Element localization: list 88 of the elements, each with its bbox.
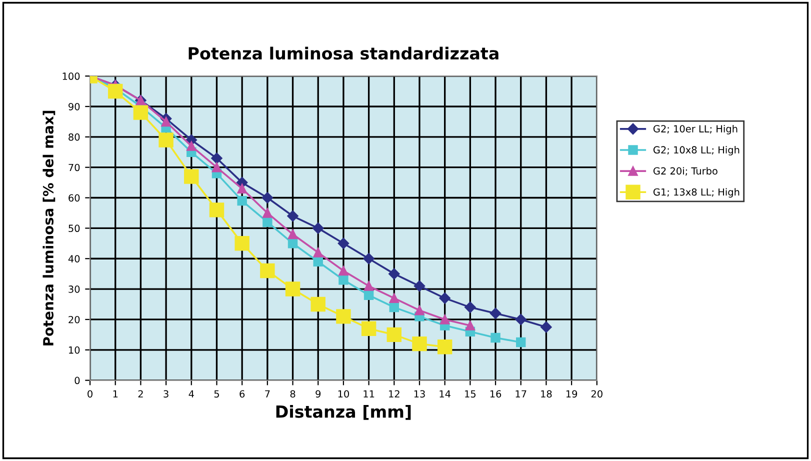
point [336,309,351,324]
x-tick-label: 9 [316,390,321,398]
point [437,339,452,354]
x-tick-label: 7 [265,390,270,398]
point [212,162,222,172]
legend-label: G1; 13x8 LL; High [653,188,740,198]
point [262,192,274,204]
x-tick-label: 6 [240,390,245,398]
point [338,275,348,285]
x-tick-label: 12 [389,390,400,398]
point [414,280,426,292]
x-tick-label: 11 [364,390,374,398]
x-tick-label: 5 [214,390,219,398]
x-tick-label: 14 [440,390,450,398]
x-tick-label: 13 [414,390,425,398]
point [237,196,247,206]
point [465,320,476,330]
point [490,308,502,319]
point [439,292,450,304]
x-tick-label: 17 [516,390,526,398]
point [515,314,526,326]
legend-label: G2; 10x8 LL; High [653,146,740,156]
point [338,266,348,276]
point [338,238,350,250]
point [287,210,298,222]
point [161,116,171,127]
point [288,238,298,248]
point [133,105,148,120]
point [260,263,275,278]
point [440,314,450,324]
y-tick-label: 10 [68,346,80,354]
point [234,236,250,251]
x-tick-label: 10 [338,390,349,398]
point [209,202,224,218]
point [237,184,247,194]
point [363,253,374,264]
point [108,84,123,99]
y-tick-label: 50 [68,224,80,232]
point [262,208,272,218]
x-tick-label: 19 [566,390,578,398]
point [312,222,324,234]
point [313,248,323,258]
point [364,290,374,300]
y-tick-label: 0 [74,376,80,384]
y-axis-title: Potenza luminosa [% del max] [42,110,56,346]
point [310,296,326,312]
point [490,332,500,343]
point [388,268,400,280]
legend-label: G2 20i; Turbo [653,167,718,176]
point [288,229,298,240]
point [389,302,400,312]
y-tick-label: 40 [68,255,80,262]
x-tick-label: 0 [88,390,92,398]
x-tick-label: 16 [490,390,502,398]
point [386,327,402,342]
x-axis-title: Distanza [mm] [276,405,411,420]
point [186,141,196,151]
point [262,217,272,227]
legend-label: G2; 10er LL; High [653,124,738,134]
x-tick-label: 8 [290,390,296,398]
y-tick-label: 80 [68,133,80,141]
point [313,256,323,267]
point [158,132,174,148]
x-tick-label: 20 [591,390,602,398]
point [361,321,376,336]
point [414,305,424,316]
y-tick-label: 90 [68,102,80,110]
point [364,281,374,291]
point [389,293,400,304]
x-tick-label: 1 [113,390,118,398]
point [211,152,222,164]
y-tick-label: 20 [68,316,80,324]
x-tick-label: 4 [188,390,194,398]
point [412,336,427,352]
y-tick-label: 30 [68,286,80,293]
point [464,302,476,313]
y-tick-label: 70 [68,164,80,172]
x-tick-label: 3 [164,390,168,398]
point [516,337,526,348]
y-tick-label: 60 [68,194,80,202]
y-tick-label: 100 [62,72,80,80]
x-tick-label: 15 [465,390,476,398]
x-tick-label: 18 [541,390,552,398]
point [184,169,199,184]
x-tick-label: 2 [138,390,143,398]
chart-title: Potenza luminosa standardizzata [188,46,498,60]
point [540,321,552,333]
point [285,282,300,296]
